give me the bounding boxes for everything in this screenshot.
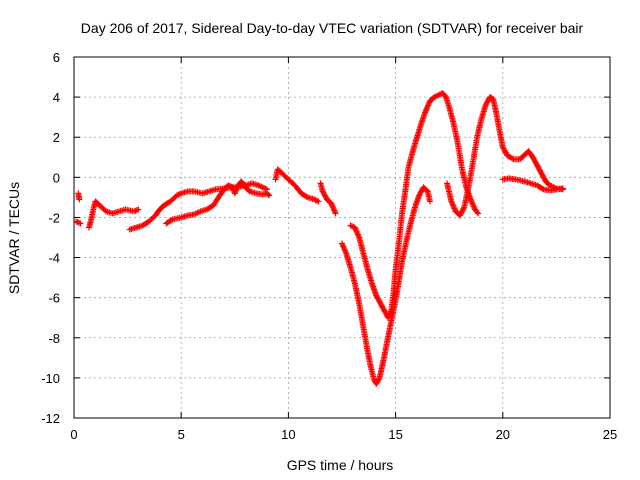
data-point — [332, 210, 339, 217]
y-tick-label: -6 — [48, 291, 60, 306]
x-axis-label: GPS time / hours — [287, 457, 394, 473]
x-tick-labels: 0 5 10 15 20 25 — [70, 427, 617, 442]
y-tick-label: 6 — [53, 50, 60, 65]
data-point — [315, 198, 322, 205]
data-point — [509, 155, 516, 162]
data-point — [265, 191, 272, 198]
x-tick-label: 15 — [388, 427, 402, 442]
data-point — [76, 196, 83, 203]
data-point — [475, 210, 482, 217]
data-point — [77, 220, 84, 227]
data-point — [168, 217, 175, 224]
axis-ticks — [73, 56, 611, 419]
data-point — [426, 198, 433, 205]
y-tick-label: -12 — [41, 411, 60, 426]
y-tick-label: 4 — [53, 90, 60, 105]
y-tick-label: -10 — [41, 371, 60, 386]
y-tick-label: -2 — [48, 210, 60, 225]
y-tick-label: 2 — [53, 130, 60, 145]
data-point — [76, 219, 83, 226]
data-point — [539, 185, 546, 192]
data-point — [132, 207, 139, 214]
data-point — [441, 92, 448, 99]
x-tick-label: 10 — [281, 427, 295, 442]
chart-title: Day 206 of 2017, Sidereal Day-to-day VTE… — [81, 20, 584, 36]
data-point — [133, 207, 140, 214]
data-point — [74, 219, 81, 226]
y-tick-label: -8 — [48, 331, 60, 346]
x-tick-label: 0 — [70, 427, 77, 442]
y-tick-label: -4 — [48, 251, 60, 266]
data-points — [73, 90, 566, 387]
data-point — [559, 185, 566, 192]
data-point — [349, 223, 356, 230]
y-axis-label: SDTVAR / TECUs — [6, 182, 22, 294]
data-point — [460, 205, 467, 212]
x-tick-label: 5 — [178, 427, 185, 442]
plot-frame — [73, 56, 611, 419]
data-point — [474, 209, 481, 216]
data-point — [135, 206, 142, 213]
data-point — [266, 192, 273, 199]
x-tick-label: 25 — [603, 427, 617, 442]
x-tick-label: 20 — [496, 427, 510, 442]
data-point — [303, 193, 310, 200]
grid — [74, 57, 610, 418]
y-tick-labels: -12 -10 -8 -6 -4 -2 0 2 4 6 — [41, 50, 60, 426]
y-tick-label: 0 — [53, 170, 60, 185]
